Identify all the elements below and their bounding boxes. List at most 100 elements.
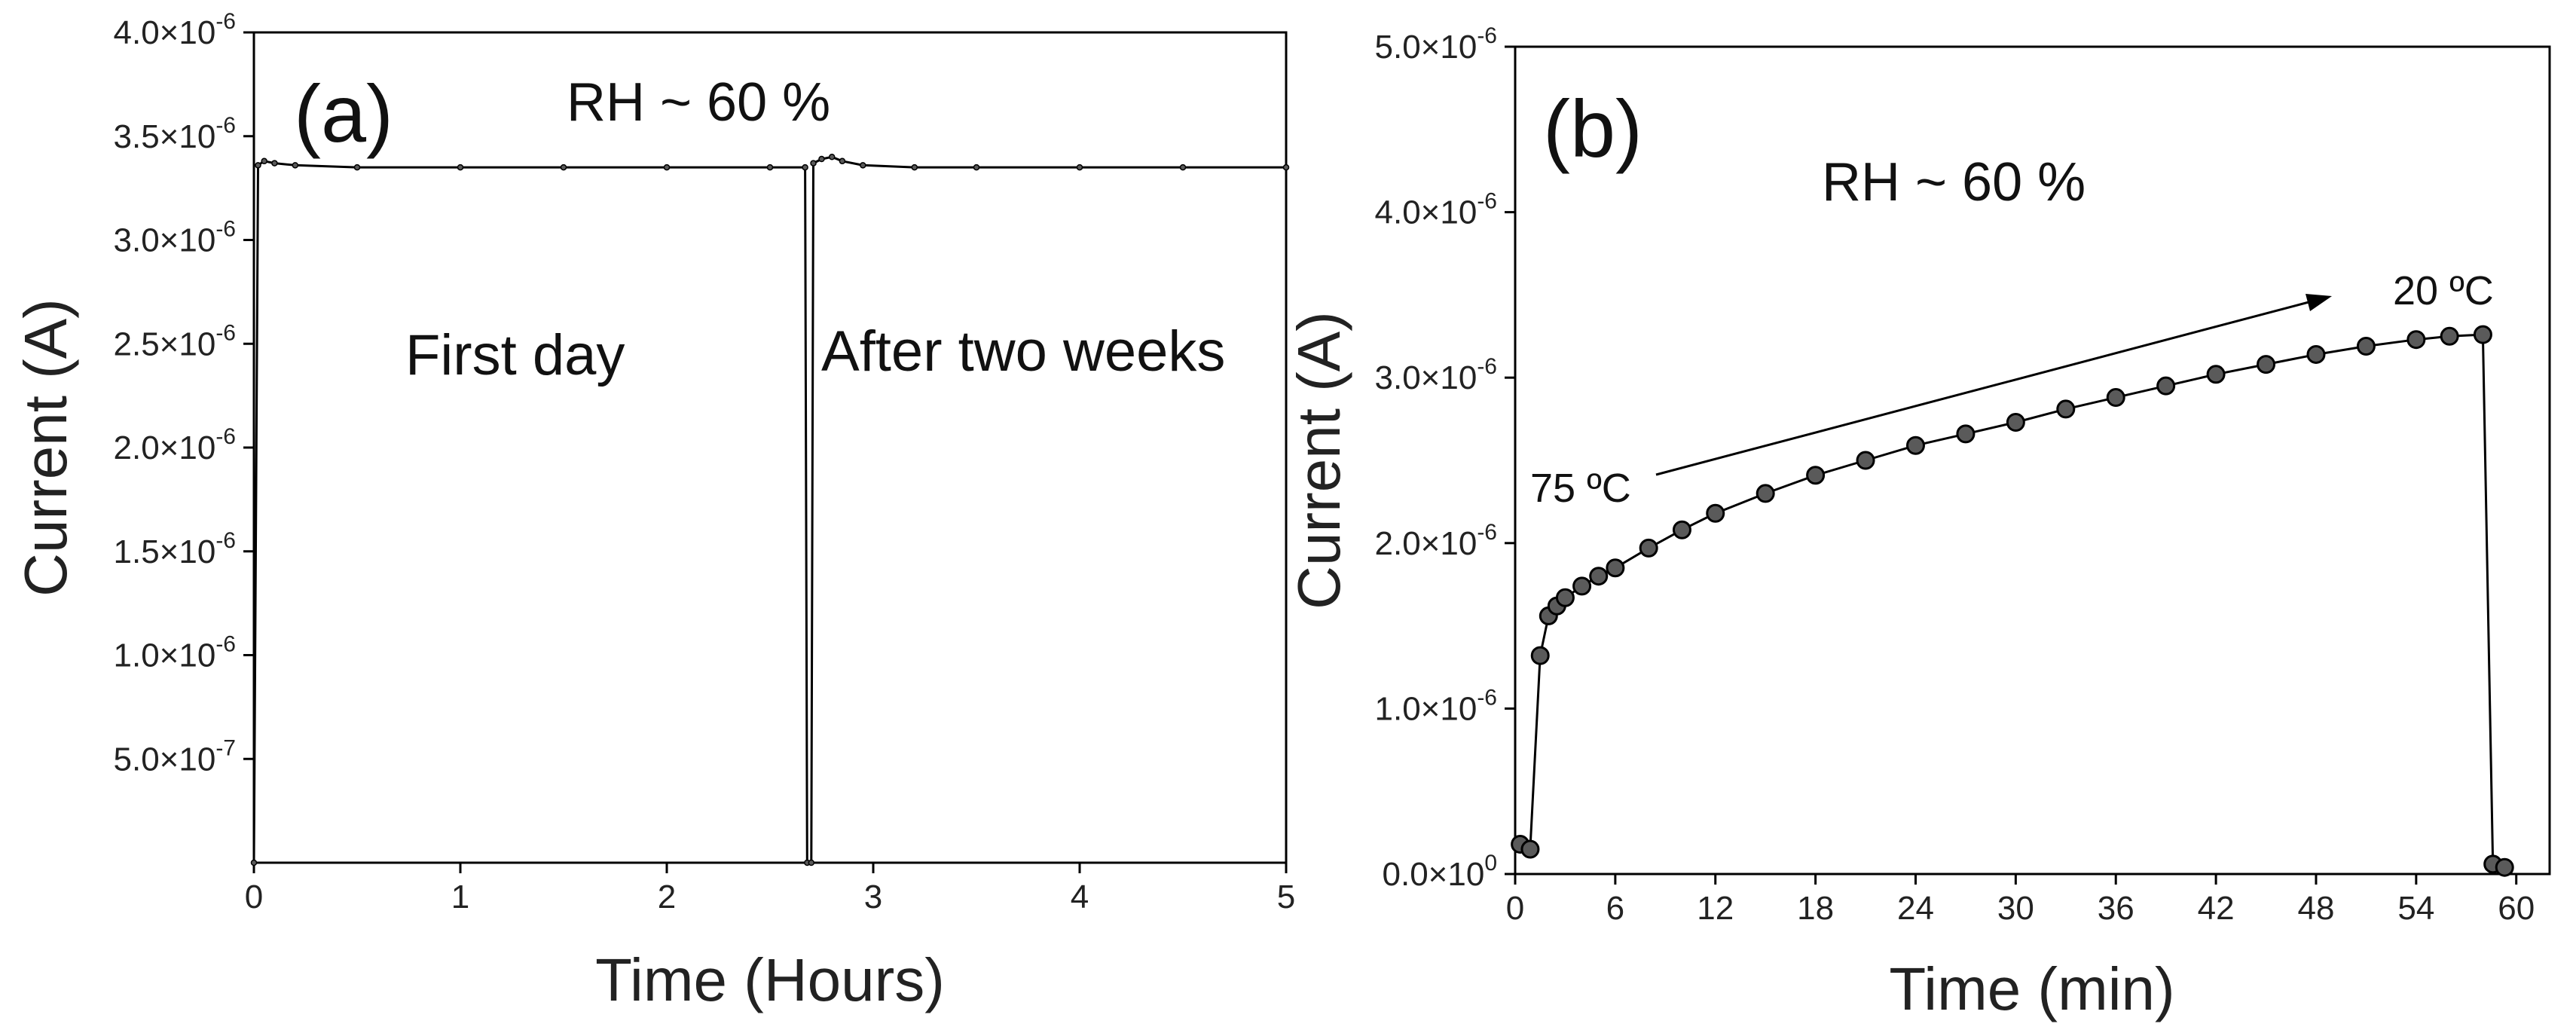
end-temperature-label: 20 ºC (2393, 268, 2494, 313)
panel-b-data-point (2006, 412, 2025, 432)
panel-b-x-tick-label: 36 (2098, 890, 2134, 927)
panel-a-data-point (839, 157, 846, 165)
panel-a-y-tick-label: 2.5×10-6 (114, 320, 237, 362)
panel-b-data-point (1520, 839, 1540, 859)
panel-a-data-point (261, 157, 267, 165)
panel-b-data-point (2495, 857, 2514, 877)
panel-b-data-point (2440, 326, 2459, 346)
panel-b-data-point (1639, 538, 1658, 558)
panel-b-chart: 0 6 12 18 24 30 36 42 48 54 60 0.0×100 1.0×10-6 2.0×1… (1285, 23, 2551, 1022)
panel-a-x-tick-label: 1 (451, 879, 469, 915)
panel-a-y-axis-title: Current (A) (12, 298, 79, 597)
panel-b-condition-label: RH ~ 60 % (1822, 152, 2086, 212)
trend-arrow (1655, 294, 2332, 476)
panel-a-data-point (808, 859, 815, 866)
panel-b-y-tick-label: 0.0×100 (1383, 851, 1498, 893)
panel-a-data-point (457, 164, 464, 171)
panel-a-x-tick-label: 5 (1277, 879, 1295, 915)
panel-a-data-point (292, 162, 299, 169)
panel-a-y-tick-label: 3.5×10-6 (114, 113, 237, 155)
panel-b-x-tick-label: 6 (1606, 890, 1624, 927)
panel-b-data-point (1756, 484, 1775, 503)
panel-b-x-tick-label: 42 (2198, 890, 2235, 927)
panel-a-data-point (810, 160, 817, 167)
panel-b-data-point (2356, 336, 2376, 356)
panel-a-label: (a) (294, 68, 393, 159)
panel-a-x-tick-label: 2 (658, 879, 676, 915)
panel-b-data-point (2206, 365, 2226, 384)
panel-a-y-tick-label: 3.0×10-6 (114, 217, 237, 259)
panel-a-data-point (1179, 164, 1187, 171)
panel-a-data-point (860, 162, 866, 169)
panel-a-data-point (911, 164, 918, 171)
panel-a-condition-label: RH ~ 60 % (567, 72, 830, 133)
first-day-label: First day (405, 323, 625, 387)
panel-a-x-axis-title: Time (Hours) (595, 946, 945, 1013)
panel-b-data-point (2406, 330, 2426, 350)
panel-a-data-point (973, 164, 980, 171)
panel-b-data-point (1706, 503, 1725, 523)
panel-a-chart: 0 1 2 3 4 5 5.0×10-7 1.0×10-6 1.5×10-6 2.0×10-6 2.… (12, 9, 1295, 1013)
panel-a-series (250, 154, 1290, 866)
panel-b-data-point (1956, 424, 1976, 444)
panel-b-data-point (2257, 355, 2276, 374)
panel-b-x-tick-label: 60 (2498, 890, 2535, 927)
panel-a-data-point (1282, 164, 1290, 171)
panel-a-data-point (1076, 164, 1083, 171)
panel-b-data-point (1589, 567, 1609, 586)
panel-b-x-tick-label: 18 (1797, 890, 1834, 927)
panel-b-x-tick-label: 0 (1506, 890, 1524, 927)
panel-b-x-tick-label: 48 (2297, 890, 2334, 927)
panel-a-data-point (663, 164, 671, 171)
panel-b-y-tick-label: 1.0×10-6 (1375, 685, 1498, 727)
panel-b-series (1511, 325, 2514, 877)
panel-b-y-tick-label: 3.0×10-6 (1375, 354, 1498, 396)
panel-b-x-tick-label: 54 (2397, 890, 2434, 927)
panel-b-data-point (1606, 558, 1625, 578)
panel-b-data-point (1555, 588, 1575, 607)
panel-a-y-tick-label: 5.0×10-7 (114, 735, 237, 778)
panel-b-data-point (2156, 376, 2176, 396)
panel-a-y-tick-label: 1.0×10-6 (114, 632, 237, 674)
panel-b-y-tick-label: 4.0×10-6 (1375, 189, 1498, 231)
panel-a-y-tick-label: 2.0×10-6 (114, 424, 237, 466)
panel-a-data-point (818, 155, 825, 163)
panel-a-x-tick-label: 4 (1071, 879, 1089, 915)
panel-b-label: (b) (1543, 83, 1642, 174)
panel-b-x-tick-label: 24 (1897, 890, 1934, 927)
panel-a-data-point (255, 162, 261, 169)
panel-a-data-point (250, 859, 258, 866)
start-temperature-label: 75 ºC (1530, 466, 1631, 511)
panel-b-data-point (1572, 576, 1592, 596)
panel-b-y-tick-label: 5.0×10-6 (1375, 23, 1498, 66)
panel-b-data-point (1856, 451, 1875, 470)
panel-b-plot-frame (1514, 45, 2551, 876)
panel-b-x-tick-label: 12 (1697, 890, 1734, 927)
panel-a-ticks: 0 1 2 3 4 5 5.0×10-7 1.0×10-6 1.5×10-6 2.0×10-6 2.… (114, 9, 1296, 915)
panel-a-y-tick-label: 1.5×10-6 (114, 528, 237, 570)
panel-b-x-tick-label: 30 (1997, 890, 2034, 927)
panel-b-data-point (1806, 466, 1826, 485)
panel-b-data-point (1530, 646, 1550, 665)
panel-a-data-point (560, 164, 567, 171)
panel-b-data-point (2306, 344, 2326, 364)
panel-a-data-point (271, 160, 278, 167)
panel-a-data-point (353, 164, 361, 171)
panel-a-x-tick-label: 3 (864, 879, 882, 915)
panel-b-data-point (2056, 399, 2076, 419)
panel-a-data-point (766, 164, 774, 171)
panel-a-data-point (828, 154, 836, 160)
after-two-weeks-label: After two weeks (821, 319, 1225, 384)
panel-b-data-point (2106, 388, 2125, 408)
panel-a-x-tick-label: 0 (245, 879, 263, 915)
panel-b-y-axis-title: Current (A) (1285, 311, 1352, 610)
panel-b-data-point (2473, 325, 2492, 344)
panel-b-data-point (1672, 520, 1691, 539)
panel-b-ticks: 0 6 12 18 24 30 36 42 48 54 60 0.0×100 1.0×10-6 2.0×1… (1375, 23, 2535, 927)
panel-b-y-tick-label: 2.0×10-6 (1375, 520, 1498, 562)
panel-a-data-point (802, 164, 808, 171)
panel-b-x-axis-title: Time (min) (1889, 955, 2174, 1022)
panel-b-data-point (1905, 436, 1925, 455)
panel-a-y-tick-label: 4.0×10-6 (114, 9, 237, 51)
